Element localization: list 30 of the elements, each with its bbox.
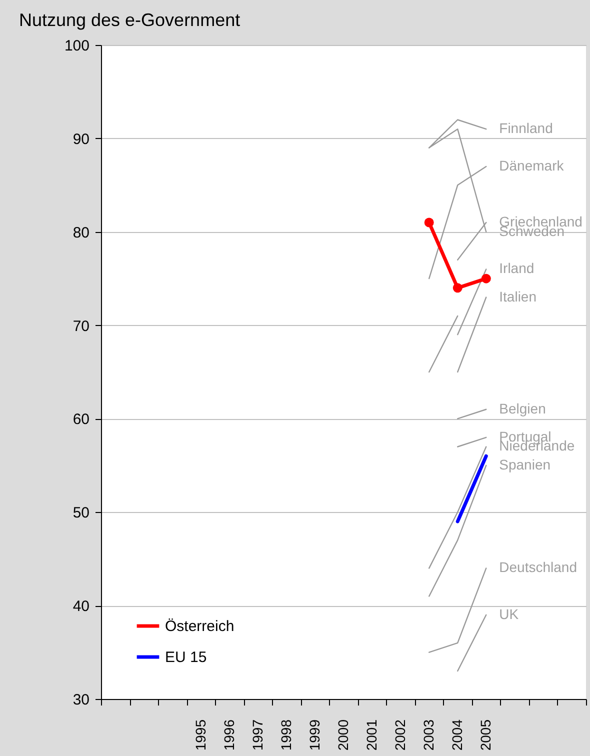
x-tick-label: 2004 xyxy=(449,719,466,751)
series-label: Irland xyxy=(499,260,534,276)
y-tick-label: 90 xyxy=(72,130,90,148)
x-tick-label: 1996 xyxy=(220,719,237,751)
x-tick-label: 2002 xyxy=(392,719,408,751)
x-tick-label: 2003 xyxy=(420,719,437,751)
x-tick-label: 1998 xyxy=(278,719,294,751)
x-tick-label: 2000 xyxy=(335,719,351,751)
y-tick-label: 100 xyxy=(64,38,90,54)
x-tick-label: 1999 xyxy=(306,719,322,751)
x-tick-label: 1995 xyxy=(192,719,208,751)
series-label: Italien xyxy=(499,288,537,304)
y-tick-label: 80 xyxy=(72,224,90,242)
legend-label: EU 15 xyxy=(165,649,207,666)
series-label: Finnland xyxy=(499,120,553,136)
series-label: Deutschland xyxy=(499,559,577,576)
x-tick-label: 2001 xyxy=(364,719,380,751)
series-label: Spanien xyxy=(499,456,551,472)
legend-label: Österreich xyxy=(165,618,234,635)
series-label: UK xyxy=(499,606,520,622)
x-tick-label: 2005 xyxy=(478,719,494,751)
x-tick-label: 1997 xyxy=(249,719,266,751)
y-tick-label: 70 xyxy=(72,318,90,335)
y-tick-label: 60 xyxy=(72,411,90,428)
y-tick-label: 50 xyxy=(72,504,90,522)
chart-title: Nutzung des e-Government xyxy=(18,10,240,30)
series-label: Belgien xyxy=(499,400,546,416)
y-tick-label: 30 xyxy=(72,692,90,708)
series-label: Dänemark xyxy=(499,157,565,174)
y-tick-label: 40 xyxy=(72,598,90,616)
